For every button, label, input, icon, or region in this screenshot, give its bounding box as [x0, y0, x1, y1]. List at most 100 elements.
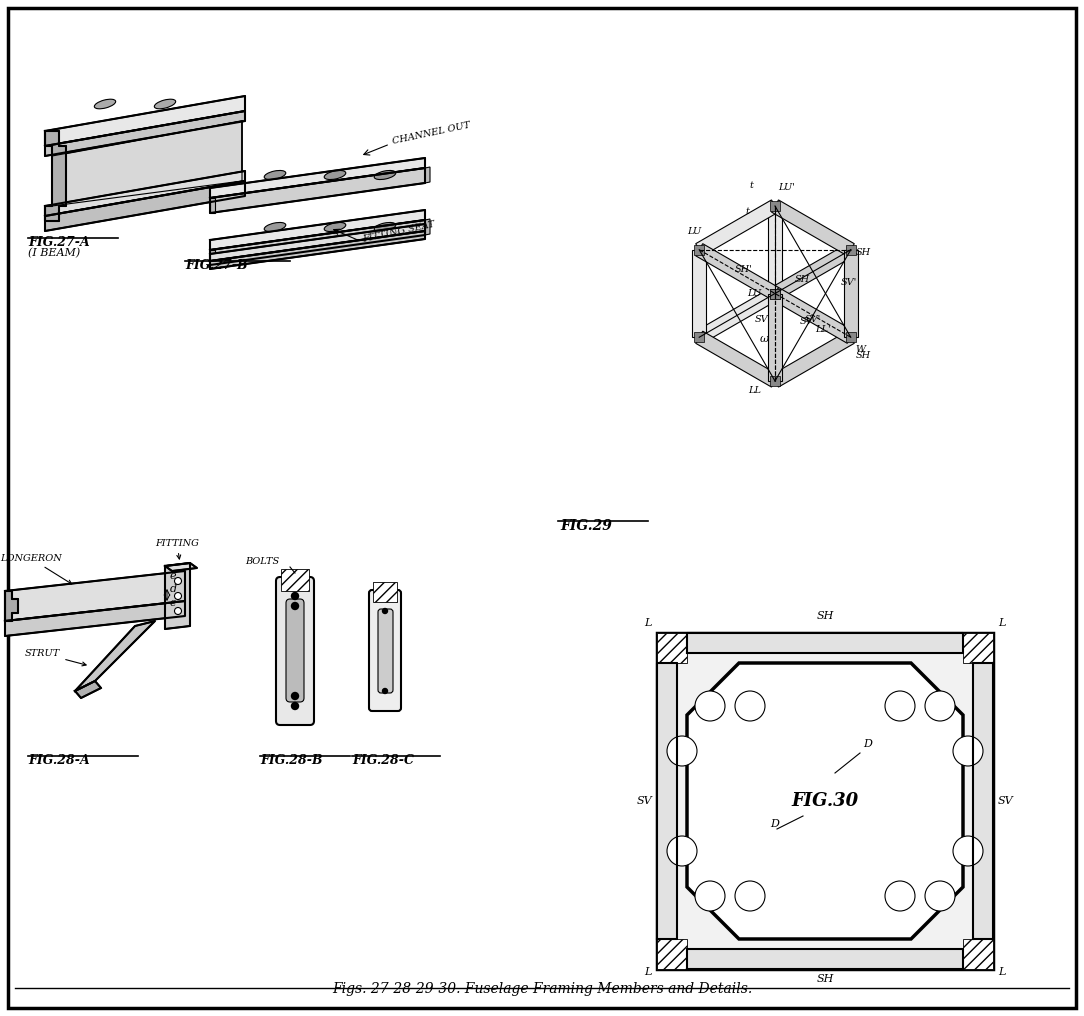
Polygon shape	[75, 681, 101, 698]
Polygon shape	[210, 198, 215, 213]
Polygon shape	[165, 563, 197, 571]
Text: L: L	[998, 967, 1005, 977]
Text: FIG.27-A: FIG.27-A	[28, 236, 90, 249]
Text: L: L	[645, 618, 651, 628]
Text: FIG.28-C: FIG.28-C	[352, 754, 414, 767]
Polygon shape	[973, 663, 993, 939]
Ellipse shape	[264, 223, 286, 232]
Circle shape	[292, 693, 298, 699]
Text: D: D	[863, 739, 872, 749]
Text: FIG.30: FIG.30	[791, 792, 859, 810]
Polygon shape	[772, 288, 854, 343]
Text: LL: LL	[748, 386, 761, 395]
Text: BOLTS: BOLTS	[245, 557, 279, 566]
Bar	[963, 939, 993, 969]
Circle shape	[925, 691, 955, 721]
Circle shape	[667, 736, 697, 766]
Text: L: L	[645, 967, 651, 977]
Polygon shape	[210, 220, 425, 265]
Circle shape	[292, 602, 298, 610]
Polygon shape	[767, 294, 782, 381]
FancyBboxPatch shape	[369, 590, 401, 711]
Polygon shape	[687, 949, 963, 969]
Ellipse shape	[154, 100, 176, 109]
Text: ω: ω	[760, 333, 770, 343]
Text: (I BEAM): (I BEAM)	[28, 248, 80, 258]
Text: SH: SH	[855, 248, 870, 257]
Polygon shape	[210, 210, 425, 250]
Text: FITTING SEAT: FITTING SEAT	[362, 219, 436, 244]
Bar	[373, 582, 397, 602]
Text: FIG.28-B: FIG.28-B	[260, 754, 323, 767]
FancyBboxPatch shape	[378, 609, 393, 693]
Text: SV: SV	[998, 796, 1014, 806]
Bar	[770, 376, 780, 386]
Circle shape	[175, 608, 181, 615]
Circle shape	[292, 592, 298, 599]
Polygon shape	[5, 591, 18, 621]
Polygon shape	[696, 288, 778, 343]
Text: FIG.29: FIG.29	[560, 519, 611, 533]
Ellipse shape	[374, 171, 396, 180]
Circle shape	[953, 836, 983, 866]
Polygon shape	[46, 111, 245, 156]
Polygon shape	[657, 663, 678, 939]
Polygon shape	[210, 250, 215, 265]
Text: CHANNEL OUT: CHANNEL OUT	[392, 121, 472, 146]
Polygon shape	[696, 200, 778, 256]
Circle shape	[735, 691, 765, 721]
Polygon shape	[46, 171, 245, 216]
Text: t: t	[749, 181, 753, 190]
Text: SH': SH'	[735, 264, 752, 273]
Text: L: L	[998, 618, 1005, 628]
Polygon shape	[696, 244, 778, 300]
Polygon shape	[425, 219, 430, 235]
Text: STRUT: STRUT	[25, 649, 86, 665]
Circle shape	[292, 702, 298, 709]
Text: LL': LL'	[815, 324, 830, 333]
Bar	[694, 245, 705, 255]
Bar	[657, 939, 687, 969]
Circle shape	[885, 881, 915, 911]
Circle shape	[953, 736, 983, 766]
Text: Figs. 27-28-29-30. Fuselage Framing Members and Details.: Figs. 27-28-29-30. Fuselage Framing Memb…	[332, 982, 752, 996]
Ellipse shape	[264, 171, 286, 180]
Bar	[657, 633, 993, 969]
Text: W: W	[855, 344, 865, 354]
Polygon shape	[210, 168, 425, 213]
Text: LU: LU	[747, 289, 761, 298]
Bar	[770, 289, 780, 299]
Polygon shape	[687, 633, 963, 653]
Circle shape	[383, 609, 387, 614]
Polygon shape	[772, 244, 854, 300]
Text: e: e	[170, 598, 177, 608]
Text: FITTING: FITTING	[155, 539, 198, 559]
Ellipse shape	[94, 100, 116, 109]
Text: D: D	[770, 819, 779, 829]
Polygon shape	[687, 663, 963, 939]
Polygon shape	[46, 131, 66, 221]
Text: FIG.28-A: FIG.28-A	[28, 754, 90, 767]
Circle shape	[925, 881, 955, 911]
Polygon shape	[696, 331, 778, 387]
Bar	[657, 633, 687, 663]
Text: d: d	[170, 584, 177, 594]
Text: LU': LU'	[778, 183, 795, 192]
Circle shape	[695, 881, 725, 911]
Bar	[770, 289, 780, 299]
Polygon shape	[5, 571, 185, 621]
Text: LONGERON: LONGERON	[0, 554, 72, 584]
Bar	[963, 633, 993, 663]
Circle shape	[175, 592, 181, 599]
Polygon shape	[210, 231, 425, 269]
Circle shape	[695, 691, 725, 721]
Polygon shape	[210, 158, 425, 198]
Text: LU: LU	[687, 227, 701, 236]
FancyBboxPatch shape	[286, 599, 304, 702]
Text: SV: SV	[800, 317, 814, 326]
Text: SH: SH	[795, 274, 810, 283]
Text: SH: SH	[855, 352, 870, 361]
Text: t: t	[745, 207, 749, 216]
Polygon shape	[772, 331, 854, 387]
Polygon shape	[165, 563, 190, 629]
